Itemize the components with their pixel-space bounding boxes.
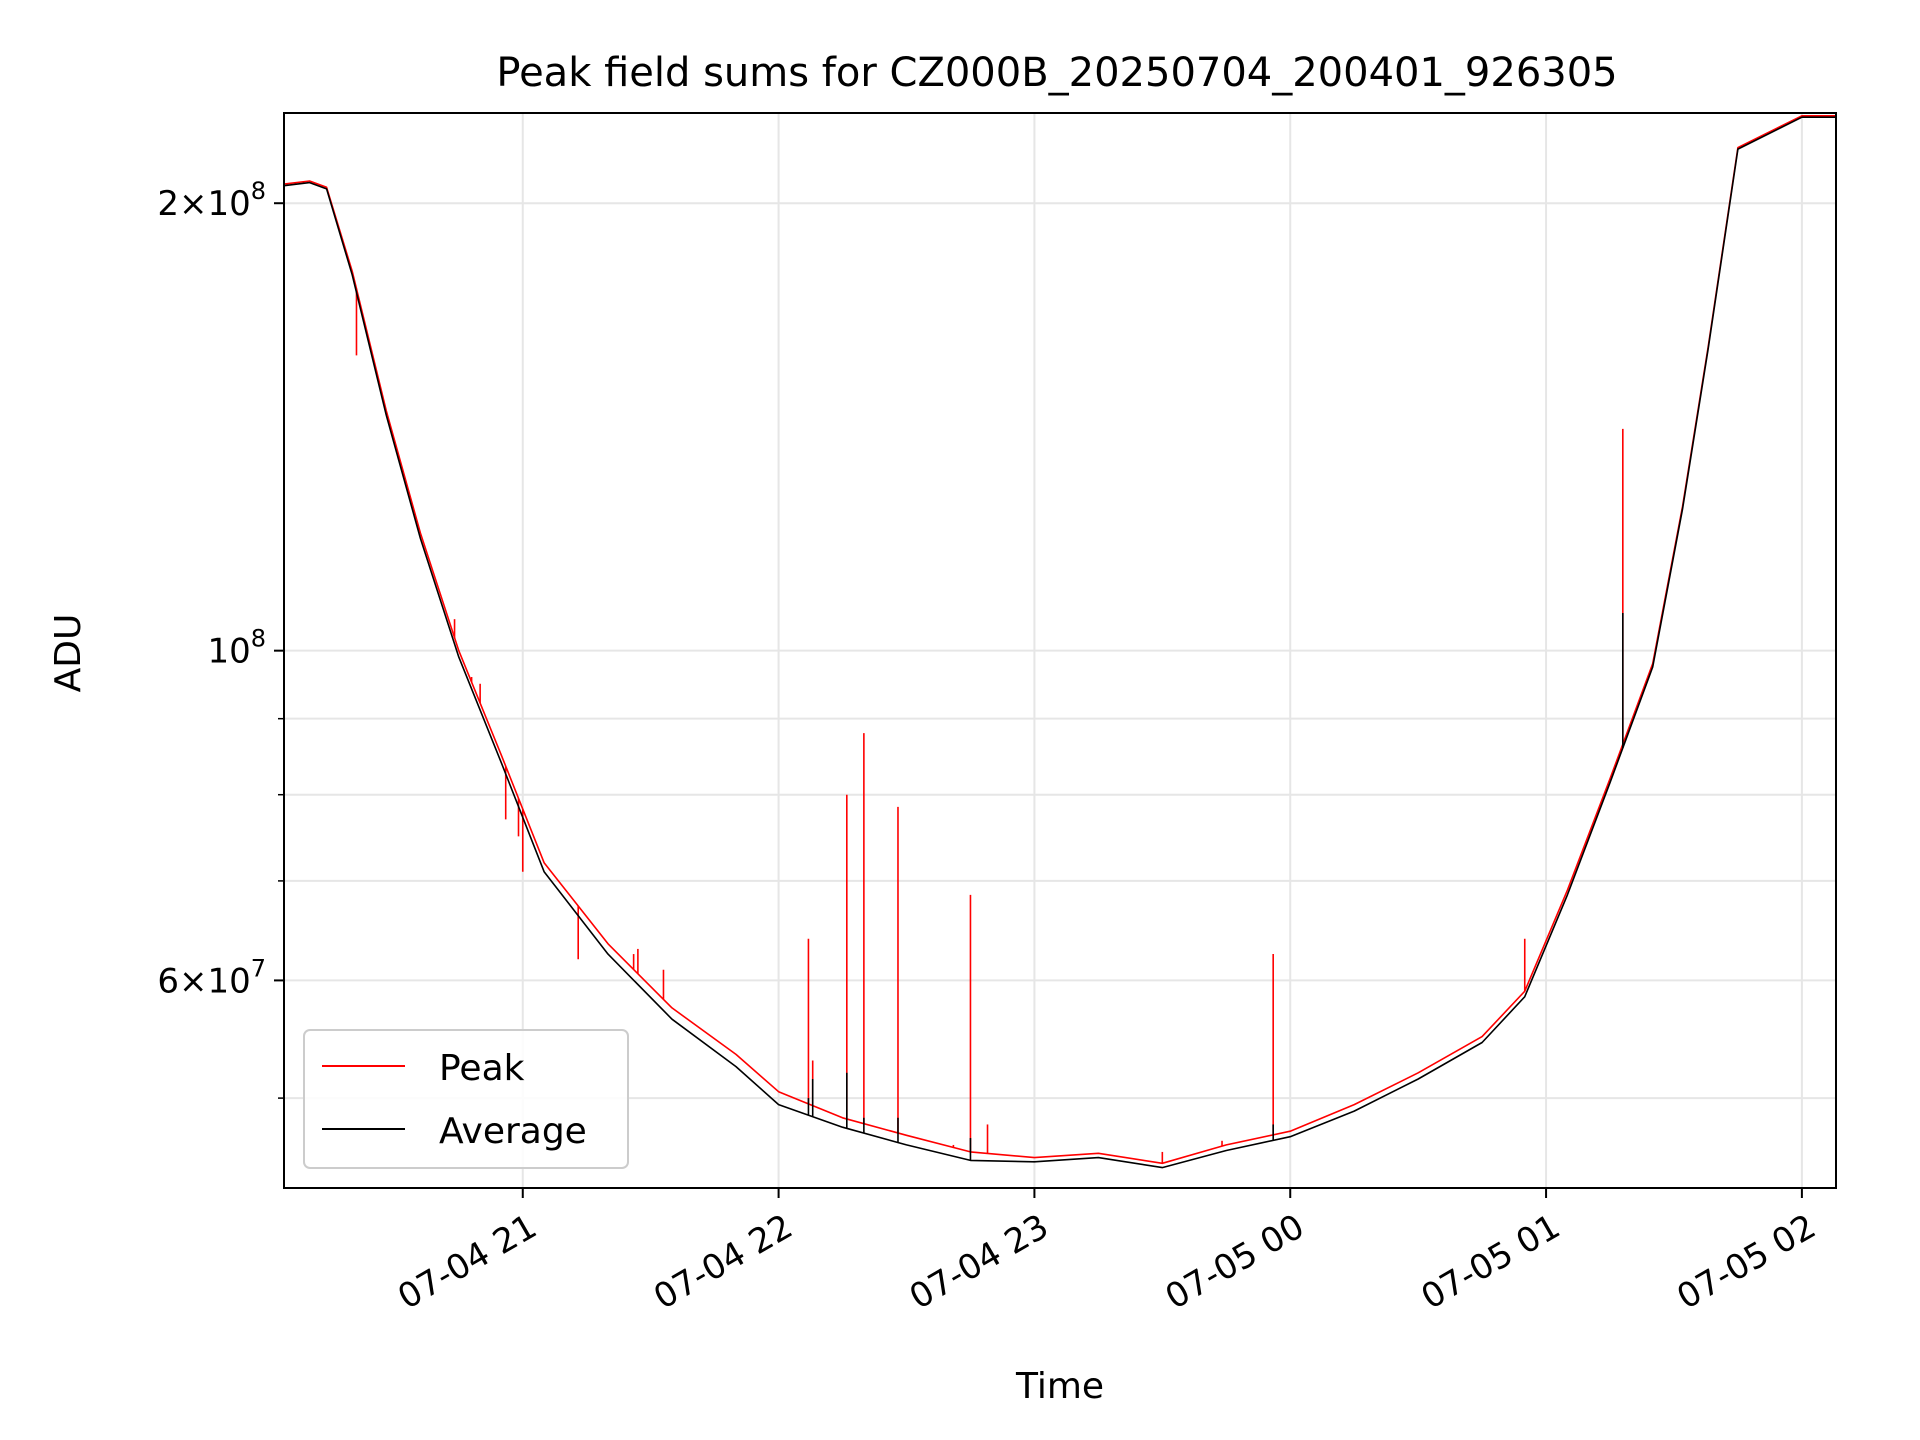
chart-title: Peak field sums for CZ000B_20250704_2004… bbox=[496, 50, 1617, 96]
legend-label-peak: Peak bbox=[439, 1048, 525, 1089]
series-line-average bbox=[283, 116, 1836, 1169]
grid-lines bbox=[284, 113, 1836, 1188]
y-axis-ticks: 2×108 108 6×107 bbox=[157, 177, 284, 1099]
x-axis-label: Time bbox=[1015, 1366, 1104, 1407]
series-line-peak bbox=[283, 115, 1836, 1165]
y-tick-label: 108 bbox=[207, 625, 266, 672]
y-tick-label: 2×108 bbox=[157, 177, 266, 224]
legend-box bbox=[303, 1029, 629, 1169]
legend: Peak Average bbox=[303, 1029, 629, 1169]
y-tick-label: 6×107 bbox=[157, 954, 266, 1001]
legend-label-average: Average bbox=[439, 1111, 587, 1152]
y-axis-label: ADU bbox=[48, 614, 89, 693]
plot-series bbox=[283, 115, 1836, 1169]
